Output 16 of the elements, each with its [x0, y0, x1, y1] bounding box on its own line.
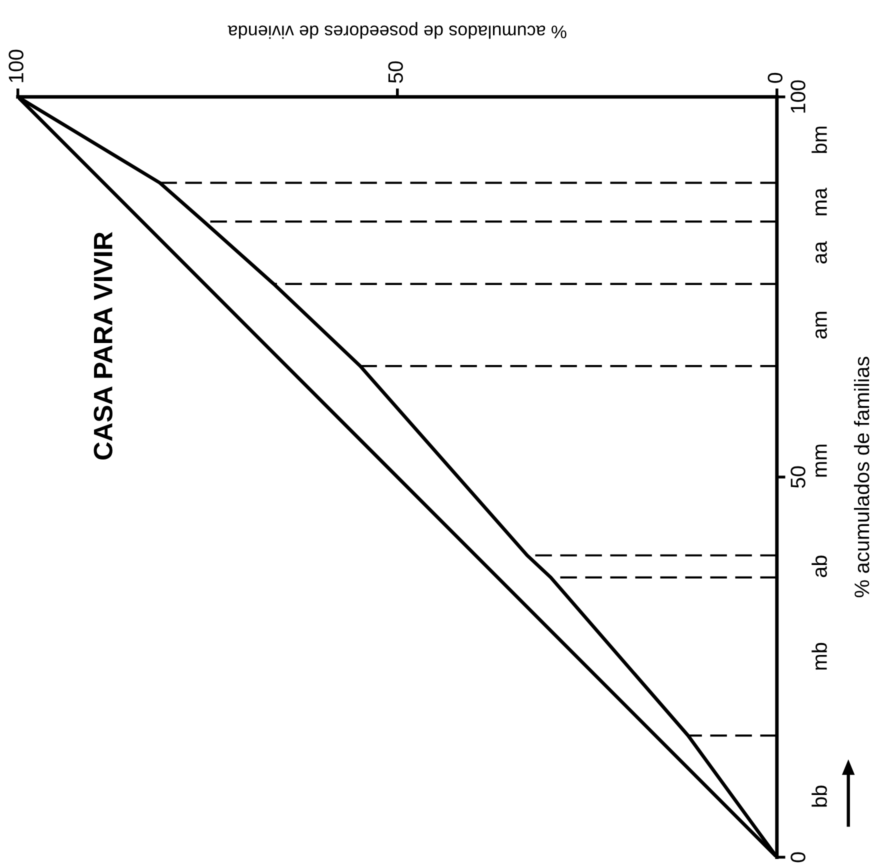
text: aa	[816, 241, 827, 264]
text: mm	[816, 444, 827, 477]
text: ab	[812, 556, 827, 578]
y-tick-label: 50	[790, 466, 806, 488]
x-tick-label: 0	[768, 72, 782, 83]
text: ma	[816, 188, 827, 216]
x-tick-label: 100	[8, 50, 24, 82]
text: CASA PARA VIVIR	[94, 232, 112, 460]
y-tick-label: 0	[790, 852, 806, 862]
text: mb	[812, 642, 827, 670]
y-axis-title: % acumulados de familias	[854, 356, 870, 598]
text: bm	[812, 126, 827, 153]
x-axis-title: % acumulados de poseedores de vivienda	[228, 22, 566, 39]
x-tick-label: 50	[388, 61, 403, 83]
text: bb	[812, 786, 827, 807]
text: am	[816, 312, 827, 339]
